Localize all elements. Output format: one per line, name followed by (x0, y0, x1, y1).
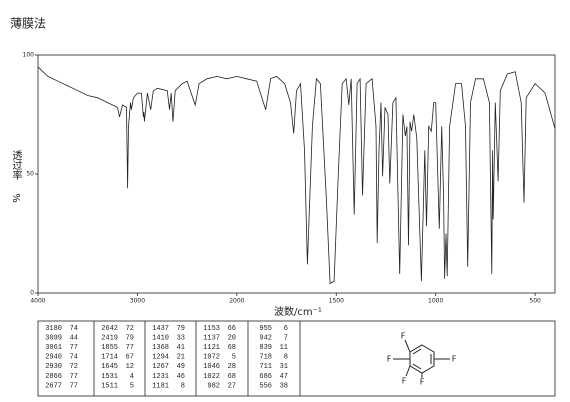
peak-transmittance: 74 (70, 354, 78, 362)
peak-transmittance: 47 (280, 373, 288, 381)
peak-wavenumber: 2677 (45, 382, 62, 390)
peak-transmittance: 11 (280, 344, 288, 352)
peak-wavenumber: 1511 (101, 382, 118, 390)
peak-wavenumber: 2419 (101, 334, 118, 342)
x-tick-label: 1500 (329, 298, 344, 305)
peak-wavenumber: 1368 (152, 344, 169, 352)
peak-wavenumber: 3180 (45, 325, 62, 333)
peak-wavenumber: 2642 (101, 325, 118, 333)
atom-label: F (452, 355, 457, 364)
peak-wavenumber: 3061 (45, 344, 62, 352)
chart-title: 薄膜法 (10, 16, 46, 31)
peak-wavenumber: 955 (259, 325, 272, 333)
peak-transmittance: 79 (126, 334, 134, 342)
peak-transmittance: 79 (177, 325, 185, 333)
peak-wavenumber: 1022 (203, 373, 220, 381)
y-axis-unit: % (10, 193, 21, 203)
peak-wavenumber: 1231 (152, 373, 169, 381)
peak-transmittance: 77 (70, 344, 78, 352)
atom-label: F (387, 355, 392, 364)
x-tick-label: 1000 (428, 298, 443, 305)
peak-wavenumber: 1294 (152, 354, 169, 362)
peak-wavenumber: 1437 (152, 325, 169, 333)
peak-transmittance: 41 (177, 344, 185, 352)
peak-transmittance: 49 (177, 363, 185, 371)
peak-wavenumber: 1855 (101, 344, 118, 352)
peak-transmittance: 6 (284, 325, 288, 333)
peak-transmittance: 27 (228, 382, 236, 390)
atom-label: F (420, 378, 425, 387)
peak-transmittance: 12 (126, 363, 134, 371)
peak-wavenumber: 1645 (101, 363, 118, 371)
peak-transmittance: 8 (284, 354, 288, 362)
peak-transmittance: 8 (181, 382, 185, 390)
peak-transmittance: 77 (126, 344, 134, 352)
x-tick-label: 500 (529, 298, 541, 305)
peak-wavenumber: 686 (259, 373, 272, 381)
peak-transmittance: 68 (228, 344, 236, 352)
peak-wavenumber: 1121 (203, 344, 220, 352)
peak-wavenumber: 1410 (152, 334, 169, 342)
y-tick-label: 50 (26, 171, 34, 178)
peak-wavenumber: 1267 (152, 363, 169, 371)
x-tick-label: 3000 (130, 298, 145, 305)
peak-wavenumber: 718 (259, 354, 272, 362)
peak-transmittance: 20 (228, 334, 236, 342)
y-axis-label: 透过率 (10, 150, 22, 181)
peak-table-frame (37, 320, 556, 397)
peak-wavenumber: 1714 (101, 354, 118, 362)
peak-transmittance: 7 (284, 334, 288, 342)
peak-wavenumber: 556 (259, 382, 272, 390)
peak-wavenumber: 2930 (45, 363, 62, 371)
peak-wavenumber: 711 (259, 363, 272, 371)
peak-transmittance: 28 (228, 363, 236, 371)
peak-wavenumber: 1153 (203, 325, 220, 333)
peak-wavenumber: 2940 (45, 354, 62, 362)
peak-wavenumber: 942 (259, 334, 272, 342)
atom-label: F (401, 332, 406, 341)
peak-wavenumber: 839 (259, 344, 272, 352)
spectrum-line (37, 66, 556, 285)
molecule (393, 339, 450, 378)
y-tick-label: 0 (30, 290, 34, 297)
peak-transmittance: 46 (177, 373, 185, 381)
peak-transmittance: 5 (130, 382, 134, 390)
peak-transmittance: 38 (280, 382, 288, 390)
peak-wavenumber: 3099 (45, 334, 62, 342)
peak-transmittance: 77 (70, 382, 78, 390)
peak-wavenumber: 1137 (203, 334, 220, 342)
peak-transmittance: 4 (130, 373, 134, 381)
x-tick-label: 2000 (229, 298, 244, 305)
peak-wavenumber: 982 (207, 382, 220, 390)
peak-wavenumber: 1181 (152, 382, 169, 390)
x-tick-label: 4000 (30, 298, 45, 305)
peak-wavenumber: 2866 (45, 373, 62, 381)
peak-wavenumber: 1531 (101, 373, 118, 381)
peak-transmittance: 72 (70, 363, 78, 371)
atom-label: F (402, 377, 407, 386)
peak-transmittance: 67 (126, 354, 134, 362)
peak-transmittance: 74 (70, 325, 78, 333)
peak-transmittance: 44 (70, 334, 78, 342)
peak-transmittance: 21 (177, 354, 185, 362)
peak-transmittance: 66 (228, 325, 236, 333)
y-tick-label: 100 (23, 52, 35, 59)
peak-transmittance: 77 (70, 373, 78, 381)
peak-transmittance: 5 (232, 354, 236, 362)
peak-transmittance: 31 (280, 363, 288, 371)
x-axis-label: 波数/cm⁻¹ (274, 305, 322, 318)
peak-wavenumber: 1046 (203, 363, 220, 371)
peak-wavenumber: 1072 (203, 354, 220, 362)
peak-transmittance: 33 (177, 334, 185, 342)
peak-transmittance: 72 (126, 325, 134, 333)
peak-transmittance: 68 (228, 373, 236, 381)
